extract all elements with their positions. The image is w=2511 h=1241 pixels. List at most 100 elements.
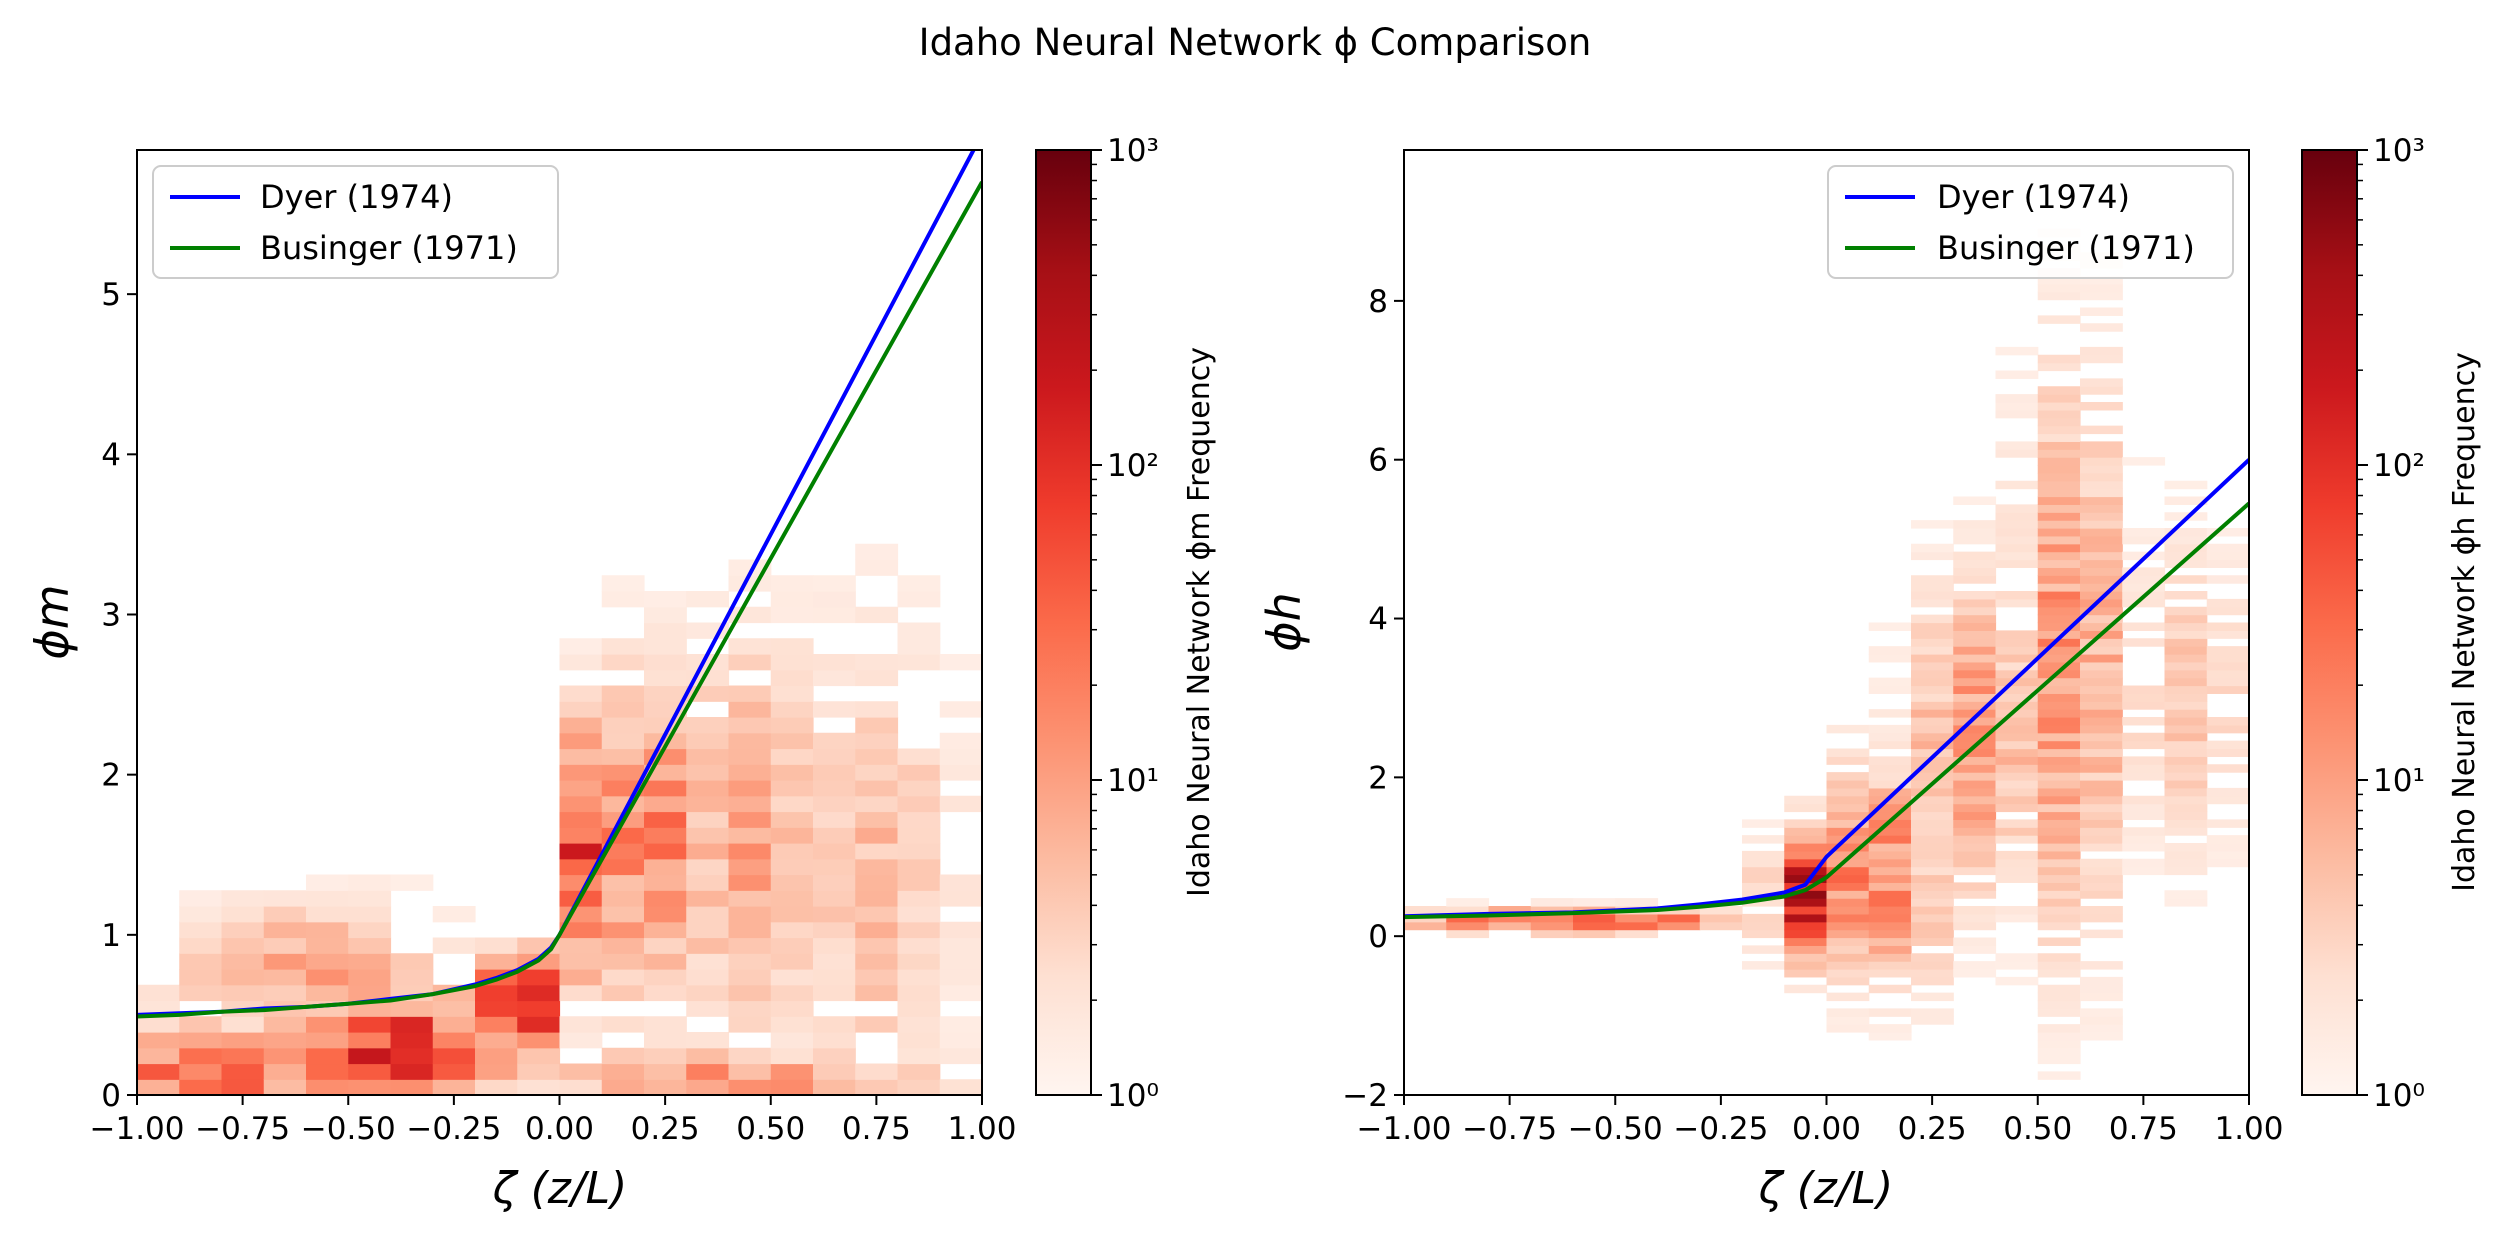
heatmap-bin bbox=[1995, 520, 2039, 529]
heatmap-bin bbox=[2037, 614, 2081, 624]
heatmap-bin bbox=[601, 701, 645, 718]
heatmap-bin bbox=[2164, 638, 2208, 647]
heatmap-bin bbox=[2080, 976, 2123, 986]
heatmap-bin bbox=[2122, 583, 2166, 592]
heatmap-bin bbox=[2080, 724, 2123, 734]
heatmap-bin bbox=[2080, 732, 2123, 742]
heatmap-bin bbox=[1953, 598, 1997, 608]
heatmap-bin bbox=[2164, 551, 2208, 561]
heatmap-bin bbox=[813, 575, 856, 592]
heatmap-bin bbox=[855, 669, 899, 687]
heatmap-bin bbox=[897, 654, 941, 671]
heatmap-bin bbox=[2080, 882, 2123, 891]
heatmap-bin bbox=[390, 1047, 434, 1065]
heatmap-bin bbox=[2206, 850, 2249, 860]
series-line-businger bbox=[137, 181, 982, 1019]
heatmap-bin bbox=[263, 969, 307, 986]
heatmap-bin bbox=[644, 827, 687, 844]
phi-m-y-axis-label: ϕm bbox=[25, 584, 79, 659]
heatmap-bin bbox=[1911, 969, 1954, 978]
heatmap-bin bbox=[1868, 961, 1912, 970]
heatmap-bin bbox=[644, 732, 687, 750]
heatmap-bin bbox=[306, 953, 349, 970]
colorbar-tick-label: 10¹ bbox=[2373, 763, 2425, 799]
heatmap-bin bbox=[2122, 795, 2166, 805]
x-tick-label: −0.25 bbox=[406, 1111, 501, 1147]
heatmap-bin bbox=[1995, 441, 2039, 450]
heatmap-bin bbox=[1953, 795, 1997, 805]
heatmap-bin bbox=[2037, 913, 2081, 923]
heatmap-bin bbox=[1446, 898, 1490, 907]
heatmap-bin bbox=[2037, 457, 2081, 466]
heatmap-bin bbox=[1995, 449, 2039, 458]
heatmap-bin bbox=[1911, 795, 1954, 805]
heatmap-bin bbox=[686, 748, 730, 765]
heatmap-bin bbox=[2080, 780, 2123, 789]
heatmap-bin bbox=[348, 953, 392, 970]
heatmap-bin bbox=[1911, 874, 1954, 883]
heatmap-bin bbox=[813, 764, 856, 781]
heatmap-bin bbox=[1615, 913, 1659, 923]
heatmap-bin bbox=[1911, 732, 1954, 742]
heatmap-bin bbox=[2164, 827, 2208, 836]
heatmap-bin bbox=[2164, 693, 2208, 702]
phi-h-y-axis-label: ϕh bbox=[1257, 592, 1311, 652]
heatmap-bin bbox=[1784, 803, 1828, 813]
heatmap-bin bbox=[1446, 906, 1490, 915]
heatmap-bin bbox=[1995, 661, 2039, 671]
heatmap-bin bbox=[1826, 819, 1870, 828]
phi-h-curves bbox=[1404, 458, 2249, 920]
heatmap-bin bbox=[728, 937, 772, 954]
heatmap-bin bbox=[601, 638, 645, 655]
heatmap-bin bbox=[2080, 441, 2123, 450]
heatmap-bin bbox=[2037, 921, 2081, 931]
heatmap-bin bbox=[2080, 386, 2123, 395]
heatmap-bin bbox=[2080, 772, 2123, 781]
heatmap-bin bbox=[2037, 780, 2081, 789]
heatmap-bin bbox=[559, 748, 603, 765]
heatmap-bin bbox=[559, 1032, 603, 1049]
heatmap-bin bbox=[897, 1016, 941, 1033]
figure-title: Idaho Neural Network ϕ Comparison bbox=[919, 21, 1592, 64]
heatmap-bin bbox=[1784, 890, 1828, 899]
heatmap-bin bbox=[897, 764, 941, 781]
heatmap-bin bbox=[855, 764, 899, 781]
heatmap-bin bbox=[939, 748, 982, 765]
heatmap-bin bbox=[2080, 795, 2123, 805]
heatmap-bin bbox=[2080, 677, 2123, 687]
heatmap-bin bbox=[1784, 827, 1828, 836]
heatmap-bin bbox=[1784, 929, 1828, 939]
heatmap-bin bbox=[1784, 874, 1828, 883]
heatmap-bin bbox=[1784, 866, 1828, 876]
heatmap-bin bbox=[306, 1047, 349, 1065]
heatmap-bin bbox=[2037, 559, 2081, 568]
heatmap-bin bbox=[1911, 1008, 1954, 1017]
heatmap-bin bbox=[1995, 858, 2039, 868]
heatmap-bin bbox=[1784, 850, 1828, 860]
heatmap-bin bbox=[2037, 858, 2081, 868]
heatmap-bin bbox=[686, 1063, 730, 1080]
heatmap-bin bbox=[855, 717, 899, 734]
heatmap-bin bbox=[1911, 835, 1954, 844]
x-tick-label: −0.75 bbox=[195, 1111, 290, 1147]
heatmap-bin bbox=[686, 1047, 730, 1065]
heatmap-bin bbox=[644, 953, 687, 970]
heatmap-bin bbox=[1911, 661, 1954, 671]
heatmap-bin bbox=[855, 606, 899, 624]
heatmap-bin bbox=[2164, 543, 2208, 553]
heatmap-bin bbox=[1995, 512, 2039, 521]
heatmap-bin bbox=[2122, 575, 2166, 584]
heatmap-bin bbox=[2206, 646, 2249, 655]
heatmap-bin bbox=[559, 654, 603, 671]
heatmap-bin bbox=[2164, 732, 2208, 742]
heatmap-bin bbox=[601, 748, 645, 765]
heatmap-bin bbox=[1953, 677, 1997, 687]
x-tick-label: 0.75 bbox=[2109, 1111, 2178, 1147]
heatmap-bin bbox=[1868, 1032, 1912, 1041]
heatmap-bin bbox=[517, 984, 561, 1002]
heatmap-bin bbox=[1953, 937, 1997, 946]
heatmap-bin bbox=[728, 1000, 772, 1017]
heatmap-bin bbox=[1868, 827, 1912, 836]
heatmap-bin bbox=[813, 795, 856, 813]
heatmap-bin bbox=[686, 843, 730, 860]
